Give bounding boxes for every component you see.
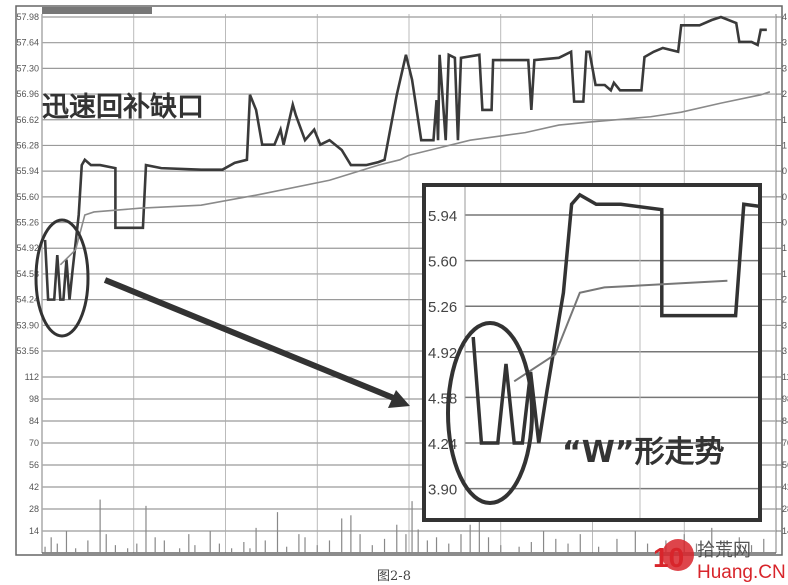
inset-y-tick-label: 5.94 — [428, 208, 457, 225]
watermark-logo: 10 — [653, 542, 684, 573]
inset-y-tick-label: 5.60 — [428, 254, 457, 271]
volume-bars — [44, 499, 765, 553]
watermark-site-cn: 拾荒网 — [697, 540, 751, 561]
inset-y-tick-label: 5.26 — [428, 299, 457, 316]
inset-y-tick-label: 4.58 — [428, 390, 457, 407]
right-tick-label: 1 — [782, 115, 787, 125]
y-tick-label: 14 — [29, 526, 39, 536]
inset-average-line — [513, 279, 728, 383]
right-tick-label: 0 — [782, 192, 787, 202]
watermark-logo-icon — [662, 539, 694, 571]
axis-ticks: 57.98 4 57.64 3 57.30 3 56.96 2 56.62 1 56.28 1 55.9… — [16, 12, 788, 536]
y-tick-label: 57.98 — [16, 12, 39, 22]
y-tick-label: 57.30 — [16, 63, 39, 73]
right-tick-label: 28 — [782, 504, 788, 514]
y-tick-label: 56.96 — [16, 89, 39, 99]
right-tick-label: 3 — [782, 346, 787, 356]
y-tick-label: 70 — [29, 438, 39, 448]
figure-caption: 图2-8 — [377, 569, 411, 584]
right-tick-label: 3 — [782, 63, 787, 73]
right-tick-label: 56 — [782, 460, 788, 470]
y-tick-label: 54.92 — [16, 243, 39, 253]
right-tick-label: 42 — [782, 482, 788, 492]
right-tick-label: 14 — [782, 526, 788, 536]
highlight-ellipse — [34, 218, 90, 338]
price-line — [43, 15, 767, 301]
price-lines — [43, 15, 771, 301]
y-tick-label: 56.62 — [16, 115, 39, 125]
y-tick-label: 55.60 — [16, 192, 39, 202]
right-tick-label: 2 — [782, 295, 787, 305]
y-tick-label: 55.26 — [16, 218, 39, 228]
watermark: 10 拾荒网 Huang.CN — [653, 539, 786, 583]
header-bar — [42, 7, 152, 14]
right-tick-label: 98 — [782, 394, 788, 404]
y-tick-label: 54.24 — [16, 295, 39, 305]
right-tick-label: 0 — [782, 166, 787, 176]
right-tick-label: 112 — [782, 372, 788, 382]
inset-y-tick-label: 4.92 — [428, 345, 457, 362]
right-tick-label: 1 — [782, 140, 787, 150]
arrow-line — [103, 277, 398, 402]
chart-frame — [15, 5, 783, 556]
right-tick-label: 1 — [782, 243, 787, 253]
y-tick-label: 84 — [29, 416, 39, 426]
average-line — [59, 91, 771, 266]
inset-highlight-ellipse — [446, 321, 534, 505]
y-tick-label: 56.28 — [16, 140, 39, 150]
y-tick-label: 28 — [29, 504, 39, 514]
y-tick-label: 42 — [29, 482, 39, 492]
right-tick-label: 3 — [782, 320, 787, 330]
right-tick-label: 2 — [782, 89, 787, 99]
right-tick-label: 84 — [782, 416, 788, 426]
right-tick-label: 0 — [782, 218, 787, 228]
y-tick-label: 54.58 — [16, 269, 39, 279]
inset-zoom-panel: 5.945.605.264.924.584.243.90 “W”形走势 — [422, 183, 762, 522]
annotation-w-pattern: “W”形走势 — [562, 435, 725, 470]
y-tick-label: 112 — [25, 372, 39, 382]
right-tick-label: 70 — [782, 438, 788, 448]
y-tick-label: 98 — [29, 394, 39, 404]
right-tick-label: 1 — [782, 269, 787, 279]
y-tick-label: 56 — [29, 460, 39, 470]
y-tick-label: 53.90 — [16, 320, 39, 330]
y-tick-label: 53.56 — [16, 346, 39, 356]
y-tick-label: 57.64 — [16, 38, 39, 48]
inset-price-line — [471, 192, 758, 445]
watermark-site-en: Huang.CN — [697, 562, 786, 583]
right-tick-label: 3 — [782, 38, 787, 48]
annotation-gap-fill: 迅速回补缺口 — [42, 92, 204, 123]
arrow-head-icon — [388, 390, 410, 408]
y-tick-label: 55.94 — [16, 166, 39, 176]
inset-y-tick-label: 3.90 — [428, 482, 457, 499]
right-tick-label: 4 — [782, 12, 787, 22]
